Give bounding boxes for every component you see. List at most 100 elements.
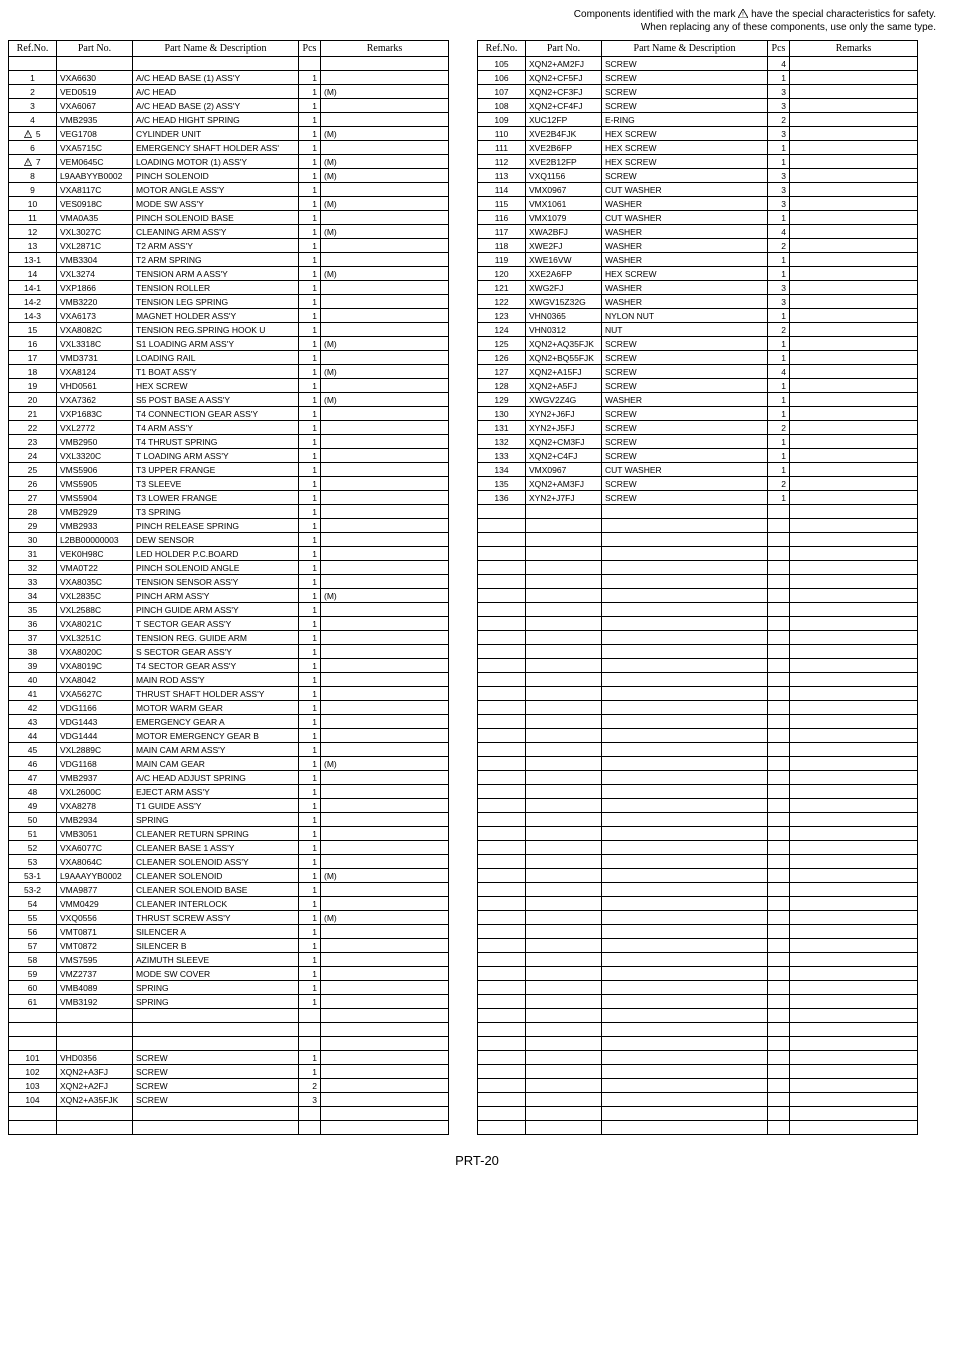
cell-ref xyxy=(478,757,526,771)
cell-remarks xyxy=(790,827,918,841)
cell-remarks xyxy=(790,757,918,771)
cell-remarks xyxy=(321,99,449,113)
table-row: 61VMB3192SPRING1 xyxy=(9,995,449,1009)
table-row xyxy=(478,519,918,533)
table-row: 47VMB2937A/C HEAD ADJUST SPRING1 xyxy=(9,771,449,785)
cell-ref xyxy=(478,897,526,911)
table-row: 26VMS5905T3 SLEEVE1 xyxy=(9,477,449,491)
cell-part: XQN2+CF3FJ xyxy=(526,85,602,99)
table-row: 57VMT0872SILENCER B1 xyxy=(9,939,449,953)
cell-remarks xyxy=(321,603,449,617)
cell-pcs: 1 xyxy=(299,729,321,743)
cell-ref: 53-2 xyxy=(9,883,57,897)
cell-name: A/C HEAD ADJUST SPRING xyxy=(133,771,299,785)
cell-part: VMB3304 xyxy=(57,253,133,267)
cell-part: VXA6067 xyxy=(57,99,133,113)
table-row: 125XQN2+AQ35FJKSCREW1 xyxy=(478,337,918,351)
col-header-rem: Remarks xyxy=(321,41,449,57)
cell-name: A/C HEAD HIGHT SPRING xyxy=(133,113,299,127)
table-row: 13VXL2871CT2 ARM ASS'Y1 xyxy=(9,239,449,253)
cell-ref xyxy=(478,603,526,617)
cell-part xyxy=(526,715,602,729)
col-header-name: Part Name & Description xyxy=(602,41,768,57)
cell-ref: 46 xyxy=(9,757,57,771)
table-row: 6VXA5715CEMERGENCY SHAFT HOLDER ASS'1 xyxy=(9,141,449,155)
cell-ref: 108 xyxy=(478,99,526,113)
cell-name: PINCH SOLENOID BASE xyxy=(133,211,299,225)
cell-name xyxy=(602,645,768,659)
cell-part xyxy=(526,1107,602,1121)
svg-text:!: ! xyxy=(28,161,29,167)
table-row: 11VMA0A35PINCH SOLENOID BASE1 xyxy=(9,211,449,225)
cell-ref: 36 xyxy=(9,617,57,631)
cell-remarks xyxy=(321,141,449,155)
col-header-pcs: Pcs xyxy=(299,41,321,57)
cell-pcs: 1 xyxy=(299,477,321,491)
cell-remarks xyxy=(790,785,918,799)
table-row: 103XQN2+A2FJSCREW2 xyxy=(9,1079,449,1093)
cell-ref xyxy=(478,519,526,533)
cell-ref: 4 xyxy=(9,113,57,127)
cell-ref: 37 xyxy=(9,631,57,645)
table-row: 51VMB3051CLEANER RETURN SPRING1 xyxy=(9,827,449,841)
cell-part: VMB2950 xyxy=(57,435,133,449)
cell-remarks xyxy=(790,435,918,449)
table-row: ! 5VEG1708CYLINDER UNIT1(M) xyxy=(9,127,449,141)
cell-pcs xyxy=(768,1079,790,1093)
cell-remarks xyxy=(321,939,449,953)
cell-name: SCREW xyxy=(602,351,768,365)
cell-name: SPRING xyxy=(133,813,299,827)
table-row: 127XQN2+A15FJSCREW4 xyxy=(478,365,918,379)
cell-ref: 43 xyxy=(9,715,57,729)
cell-name: SCREW xyxy=(602,365,768,379)
cell-pcs: 1 xyxy=(299,631,321,645)
table-row xyxy=(478,1023,918,1037)
table-row xyxy=(9,1037,449,1051)
cell-pcs xyxy=(768,1051,790,1065)
table-row xyxy=(9,1009,449,1023)
cell-part: VMB2935 xyxy=(57,113,133,127)
cell-ref xyxy=(478,575,526,589)
cell-ref: 17 xyxy=(9,351,57,365)
cell-name: S SECTOR GEAR ASS'Y xyxy=(133,645,299,659)
cell-ref: 32 xyxy=(9,561,57,575)
table-row: 22VXL2772T4 ARM ASS'Y1 xyxy=(9,421,449,435)
cell-pcs xyxy=(768,841,790,855)
col-header-rem: Remarks xyxy=(790,41,918,57)
cell-pcs xyxy=(768,981,790,995)
cell-remarks: (M) xyxy=(321,127,449,141)
table-row xyxy=(478,645,918,659)
cell-ref: 49 xyxy=(9,799,57,813)
cell-pcs xyxy=(768,701,790,715)
cell-pcs xyxy=(768,617,790,631)
cell-remarks xyxy=(790,883,918,897)
table-row xyxy=(478,547,918,561)
cell-ref xyxy=(478,1023,526,1037)
cell-remarks xyxy=(790,267,918,281)
cell-part xyxy=(526,883,602,897)
table-row: 39VXA8019CT4 SECTOR GEAR ASS'Y1 xyxy=(9,659,449,673)
cell-ref: 24 xyxy=(9,449,57,463)
cell-ref xyxy=(9,1107,57,1121)
cell-pcs: 1 xyxy=(299,99,321,113)
header-line1-post: have the special characteristics for saf… xyxy=(748,9,936,20)
cell-pcs xyxy=(768,1121,790,1135)
cell-pcs: 1 xyxy=(299,225,321,239)
cell-part: VXA8020C xyxy=(57,645,133,659)
cell-ref xyxy=(478,841,526,855)
table-row: 136XYN2+J7FJSCREW1 xyxy=(478,491,918,505)
cell-name: HEX SCREW xyxy=(602,155,768,169)
table-row: 134VMX0967CUT WASHER1 xyxy=(478,463,918,477)
cell-ref: 39 xyxy=(9,659,57,673)
cell-pcs xyxy=(768,799,790,813)
cell-part: VXA8035C xyxy=(57,575,133,589)
table-row xyxy=(478,533,918,547)
col-header-ref: Ref.No. xyxy=(478,41,526,57)
cell-name: SPRING xyxy=(133,981,299,995)
cell-pcs xyxy=(768,659,790,673)
cell-remarks xyxy=(321,1093,449,1107)
cell-part: XWA2BFJ xyxy=(526,225,602,239)
table-row: 28VMB2929T3 SPRING1 xyxy=(9,505,449,519)
cell-pcs xyxy=(299,57,321,71)
cell-pcs: 1 xyxy=(299,407,321,421)
